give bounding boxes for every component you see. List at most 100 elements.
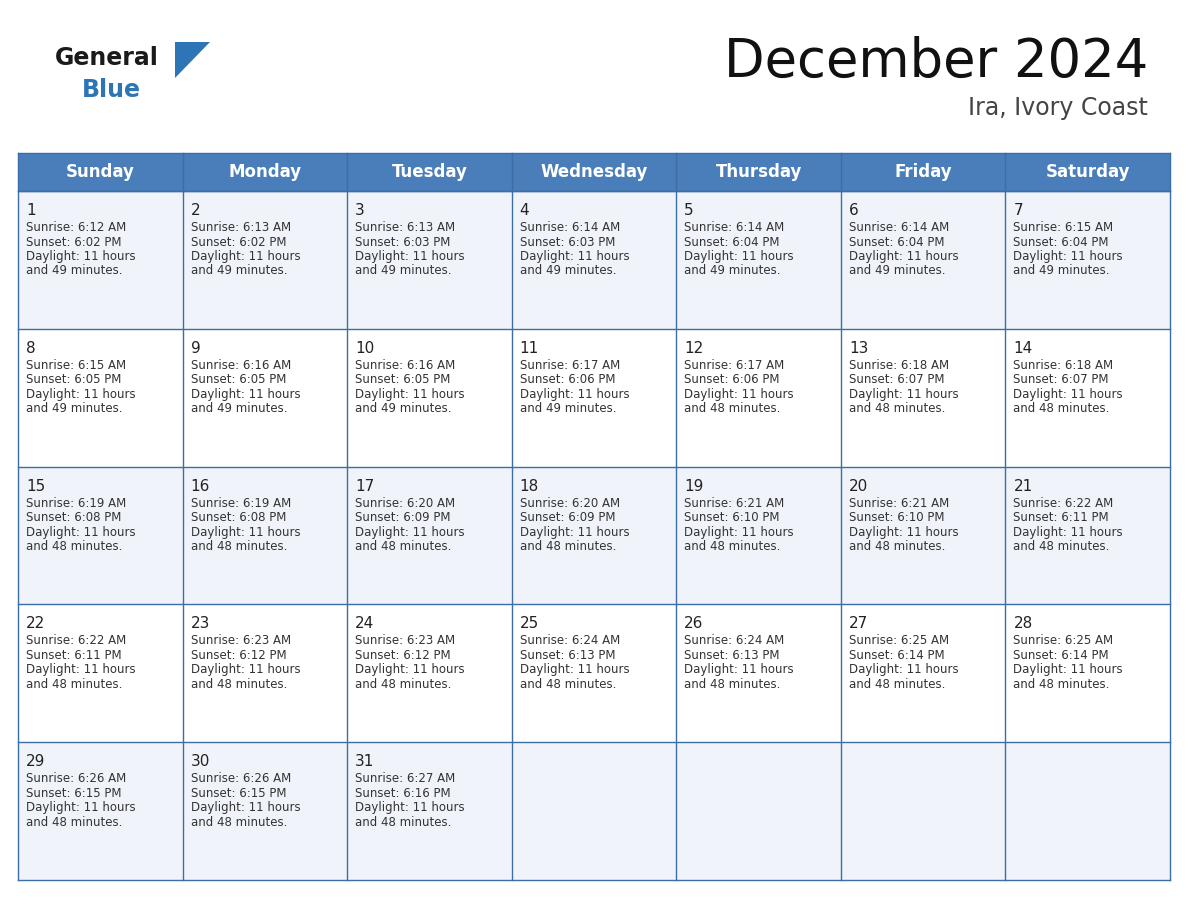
Text: Sunrise: 6:19 AM: Sunrise: 6:19 AM: [26, 497, 126, 509]
Text: and 48 minutes.: and 48 minutes.: [190, 816, 287, 829]
Text: 26: 26: [684, 616, 703, 632]
Text: 31: 31: [355, 755, 374, 769]
Text: Sunset: 6:05 PM: Sunset: 6:05 PM: [26, 374, 121, 386]
Text: and 48 minutes.: and 48 minutes.: [355, 677, 451, 691]
Text: Daylight: 11 hours: Daylight: 11 hours: [190, 801, 301, 814]
Text: Sunset: 6:15 PM: Sunset: 6:15 PM: [190, 787, 286, 800]
Text: Sunrise: 6:17 AM: Sunrise: 6:17 AM: [519, 359, 620, 372]
Text: Sunrise: 6:24 AM: Sunrise: 6:24 AM: [519, 634, 620, 647]
Text: 25: 25: [519, 616, 539, 632]
Text: 17: 17: [355, 478, 374, 494]
Text: and 48 minutes.: and 48 minutes.: [26, 816, 122, 829]
Bar: [18, 742, 1170, 880]
Text: Sunrise: 6:20 AM: Sunrise: 6:20 AM: [355, 497, 455, 509]
Text: and 48 minutes.: and 48 minutes.: [684, 402, 781, 415]
Text: and 48 minutes.: and 48 minutes.: [1013, 402, 1110, 415]
Text: and 49 minutes.: and 49 minutes.: [190, 402, 287, 415]
Text: and 48 minutes.: and 48 minutes.: [684, 540, 781, 554]
Text: and 48 minutes.: and 48 minutes.: [519, 540, 617, 554]
Text: Blue: Blue: [82, 78, 141, 102]
Text: Sunrise: 6:23 AM: Sunrise: 6:23 AM: [190, 634, 291, 647]
Text: and 49 minutes.: and 49 minutes.: [355, 402, 451, 415]
Polygon shape: [175, 42, 210, 78]
Text: Daylight: 11 hours: Daylight: 11 hours: [849, 387, 959, 401]
Text: Sunset: 6:11 PM: Sunset: 6:11 PM: [1013, 511, 1110, 524]
Text: Daylight: 11 hours: Daylight: 11 hours: [1013, 250, 1123, 263]
Text: 21: 21: [1013, 478, 1032, 494]
Text: Daylight: 11 hours: Daylight: 11 hours: [190, 664, 301, 677]
Text: and 48 minutes.: and 48 minutes.: [355, 816, 451, 829]
Text: 20: 20: [849, 478, 868, 494]
Text: Daylight: 11 hours: Daylight: 11 hours: [684, 664, 794, 677]
Bar: [18, 191, 1170, 329]
Text: and 48 minutes.: and 48 minutes.: [26, 677, 122, 691]
Text: Sunrise: 6:26 AM: Sunrise: 6:26 AM: [26, 772, 126, 785]
Text: and 49 minutes.: and 49 minutes.: [26, 402, 122, 415]
Text: Sunrise: 6:25 AM: Sunrise: 6:25 AM: [849, 634, 949, 647]
Text: Sunset: 6:06 PM: Sunset: 6:06 PM: [519, 374, 615, 386]
Text: and 48 minutes.: and 48 minutes.: [519, 677, 617, 691]
Text: Daylight: 11 hours: Daylight: 11 hours: [26, 664, 135, 677]
Text: Sunset: 6:08 PM: Sunset: 6:08 PM: [190, 511, 286, 524]
Text: 11: 11: [519, 341, 539, 356]
Text: 16: 16: [190, 478, 210, 494]
Text: Daylight: 11 hours: Daylight: 11 hours: [684, 387, 794, 401]
Text: Saturday: Saturday: [1045, 163, 1130, 181]
Text: Sunset: 6:16 PM: Sunset: 6:16 PM: [355, 787, 450, 800]
Text: Sunset: 6:03 PM: Sunset: 6:03 PM: [355, 236, 450, 249]
Text: Daylight: 11 hours: Daylight: 11 hours: [26, 387, 135, 401]
Text: Sunrise: 6:15 AM: Sunrise: 6:15 AM: [26, 359, 126, 372]
Text: 12: 12: [684, 341, 703, 356]
Text: Daylight: 11 hours: Daylight: 11 hours: [190, 526, 301, 539]
Text: Sunrise: 6:15 AM: Sunrise: 6:15 AM: [1013, 221, 1113, 234]
Text: Daylight: 11 hours: Daylight: 11 hours: [26, 250, 135, 263]
Text: Sunrise: 6:14 AM: Sunrise: 6:14 AM: [849, 221, 949, 234]
Text: and 48 minutes.: and 48 minutes.: [849, 402, 946, 415]
Text: and 48 minutes.: and 48 minutes.: [1013, 677, 1110, 691]
Text: Sunrise: 6:24 AM: Sunrise: 6:24 AM: [684, 634, 784, 647]
Text: Daylight: 11 hours: Daylight: 11 hours: [355, 801, 465, 814]
Text: Sunset: 6:14 PM: Sunset: 6:14 PM: [849, 649, 944, 662]
Bar: [18, 153, 1170, 191]
Text: Sunset: 6:03 PM: Sunset: 6:03 PM: [519, 236, 615, 249]
Text: Sunrise: 6:13 AM: Sunrise: 6:13 AM: [190, 221, 291, 234]
Text: 7: 7: [1013, 203, 1023, 218]
Text: Sunrise: 6:21 AM: Sunrise: 6:21 AM: [684, 497, 784, 509]
Text: Daylight: 11 hours: Daylight: 11 hours: [355, 526, 465, 539]
Text: 3: 3: [355, 203, 365, 218]
Text: and 49 minutes.: and 49 minutes.: [519, 402, 617, 415]
Text: Sunrise: 6:22 AM: Sunrise: 6:22 AM: [1013, 497, 1113, 509]
Text: and 48 minutes.: and 48 minutes.: [849, 677, 946, 691]
Text: General: General: [55, 46, 159, 70]
Text: Sunset: 6:13 PM: Sunset: 6:13 PM: [684, 649, 779, 662]
Text: 24: 24: [355, 616, 374, 632]
Text: 18: 18: [519, 478, 539, 494]
Text: 29: 29: [26, 755, 45, 769]
Text: Thursday: Thursday: [715, 163, 802, 181]
Text: Daylight: 11 hours: Daylight: 11 hours: [519, 250, 630, 263]
Text: Sunset: 6:02 PM: Sunset: 6:02 PM: [26, 236, 121, 249]
Text: Monday: Monday: [228, 163, 302, 181]
Text: 2: 2: [190, 203, 201, 218]
Text: 8: 8: [26, 341, 36, 356]
Text: Daylight: 11 hours: Daylight: 11 hours: [1013, 664, 1123, 677]
Text: Sunrise: 6:12 AM: Sunrise: 6:12 AM: [26, 221, 126, 234]
Text: Sunset: 6:11 PM: Sunset: 6:11 PM: [26, 649, 121, 662]
Text: Sunset: 6:07 PM: Sunset: 6:07 PM: [849, 374, 944, 386]
Text: 1: 1: [26, 203, 36, 218]
Text: Daylight: 11 hours: Daylight: 11 hours: [849, 250, 959, 263]
Text: 15: 15: [26, 478, 45, 494]
Text: Daylight: 11 hours: Daylight: 11 hours: [519, 526, 630, 539]
Text: Tuesday: Tuesday: [392, 163, 467, 181]
Text: 6: 6: [849, 203, 859, 218]
Text: and 49 minutes.: and 49 minutes.: [684, 264, 781, 277]
Text: Sunset: 6:06 PM: Sunset: 6:06 PM: [684, 374, 779, 386]
Text: Daylight: 11 hours: Daylight: 11 hours: [355, 250, 465, 263]
Text: and 49 minutes.: and 49 minutes.: [190, 264, 287, 277]
Text: Sunset: 6:15 PM: Sunset: 6:15 PM: [26, 787, 121, 800]
Text: 9: 9: [190, 341, 201, 356]
Text: Daylight: 11 hours: Daylight: 11 hours: [190, 250, 301, 263]
Text: Sunset: 6:10 PM: Sunset: 6:10 PM: [684, 511, 779, 524]
Text: Daylight: 11 hours: Daylight: 11 hours: [519, 664, 630, 677]
Text: 14: 14: [1013, 341, 1032, 356]
